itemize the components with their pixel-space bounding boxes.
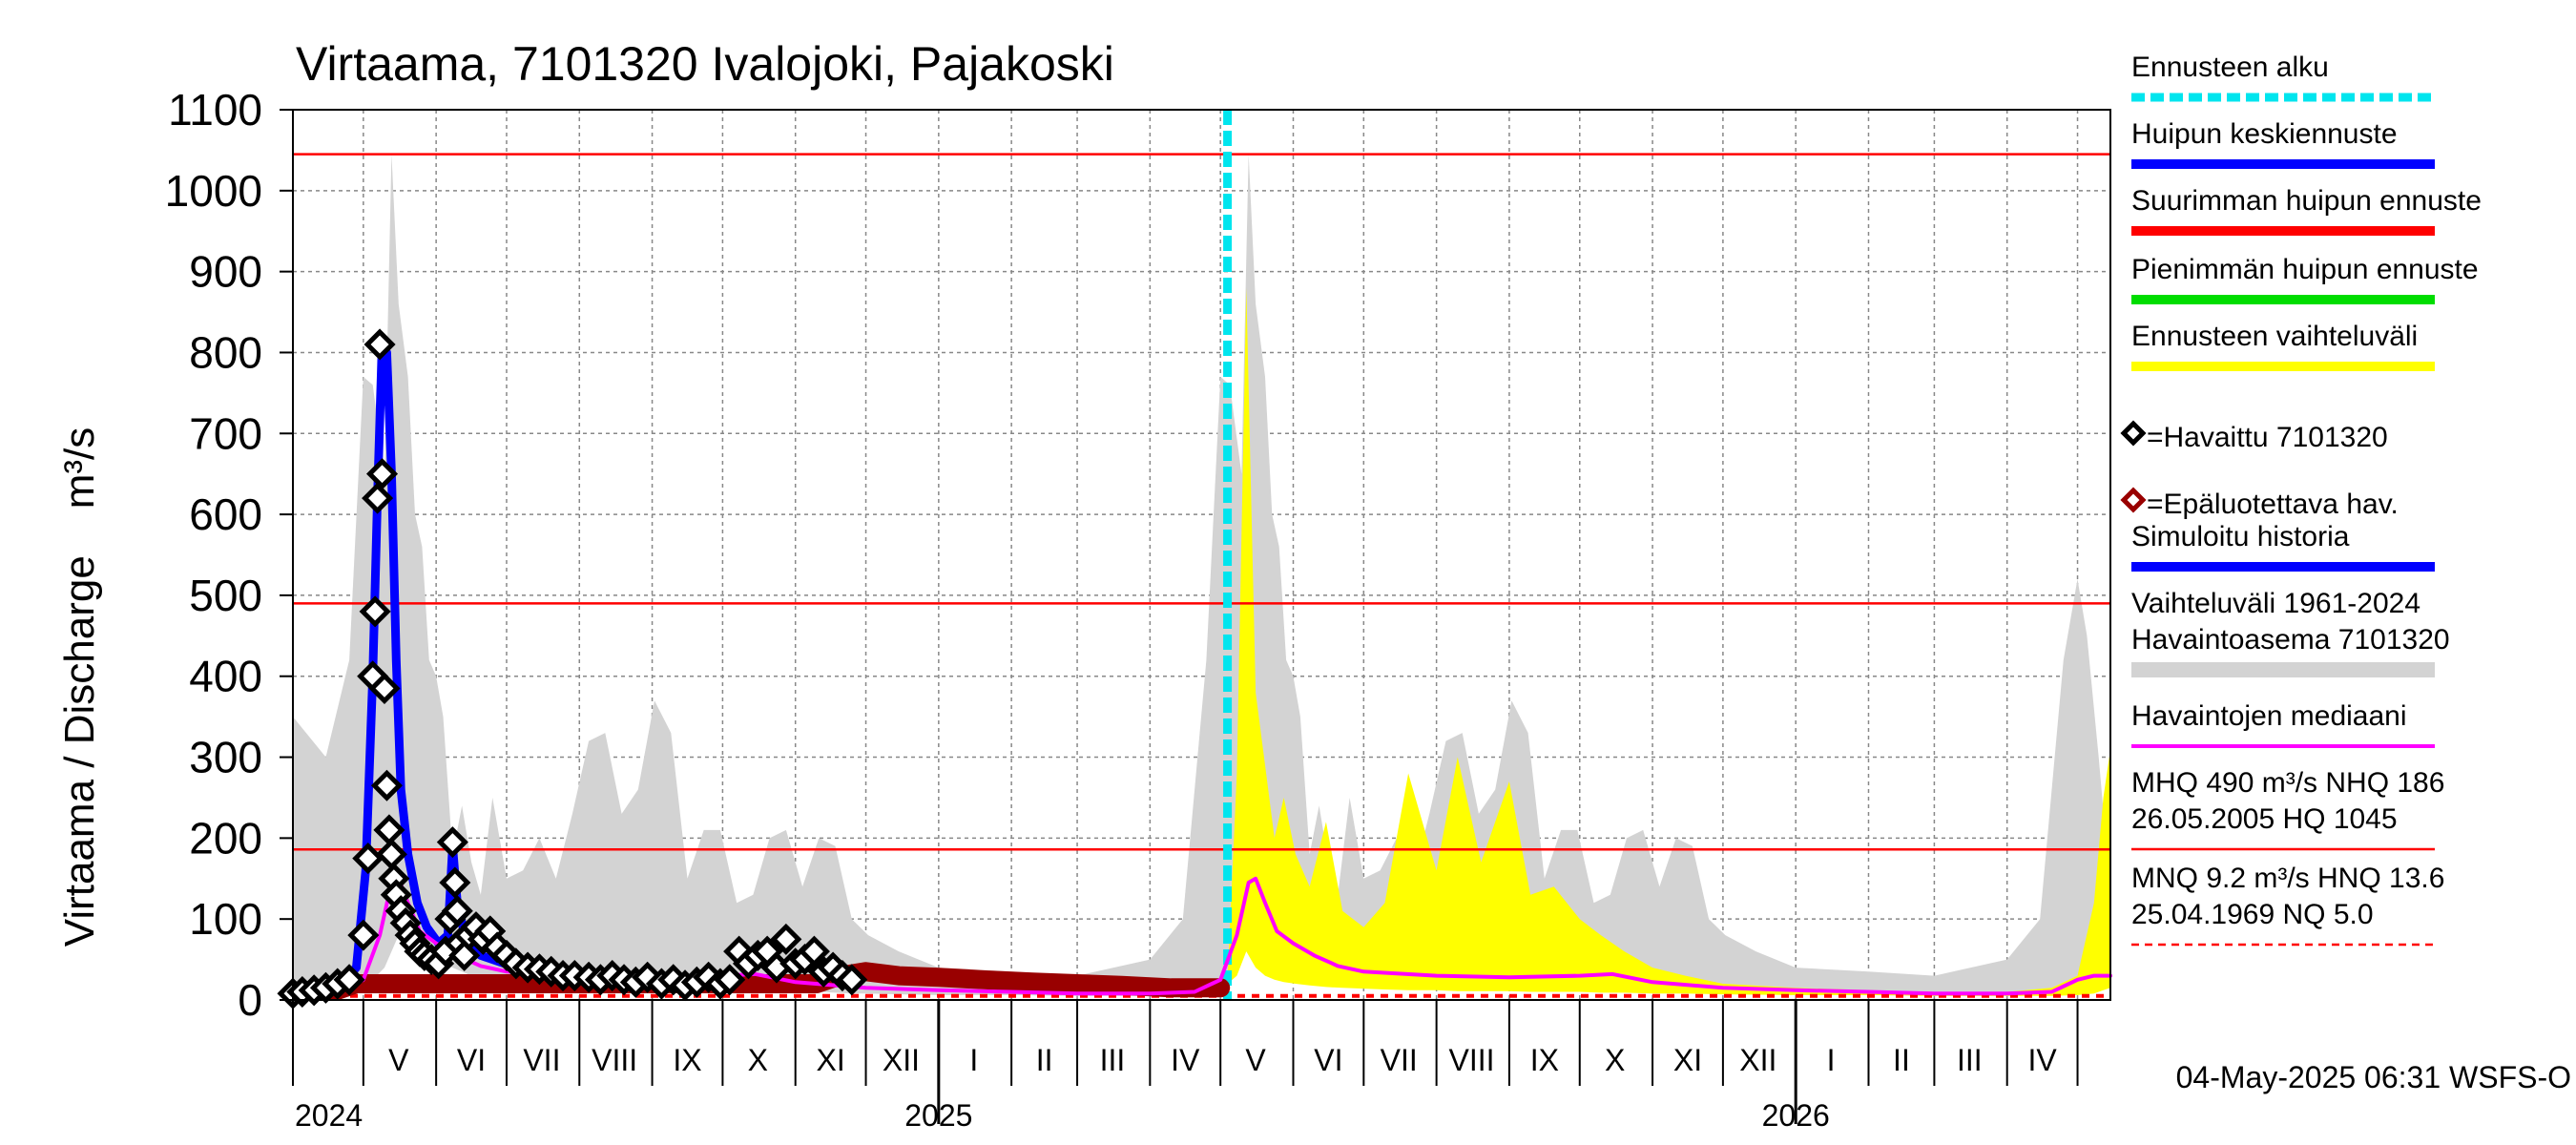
- month-label: VII: [523, 1043, 560, 1077]
- month-label: III: [1100, 1043, 1126, 1077]
- legend-label: MNQ 9.2 m³/s HNQ 13.6: [2131, 863, 2444, 894]
- year-label: 2025: [904, 1098, 972, 1133]
- legend-label: 26.05.2005 HQ 1045: [2131, 803, 2398, 835]
- legend-label: Huipun keskiennuste: [2131, 118, 2398, 150]
- y-tick-label: 1100: [168, 85, 262, 135]
- y-tick-label: 0: [238, 975, 262, 1025]
- observed-point: [333, 964, 365, 996]
- observed-point: [436, 826, 468, 859]
- year-label: 2024: [295, 1098, 363, 1133]
- y-axis-label: Virtaama / Discharge m³/s: [56, 427, 103, 947]
- month-label: IX: [673, 1043, 701, 1077]
- y-tick-label: 500: [189, 571, 262, 620]
- legend-label: Simuloitu historia: [2131, 521, 2350, 552]
- legend-label: Havaintoasema 7101320: [2131, 624, 2450, 656]
- y-tick-label: 100: [189, 894, 262, 944]
- observed-point: [365, 458, 399, 490]
- band-ennusteen: [1227, 287, 2110, 996]
- chart-title: Virtaama, 7101320 Ivalojoki, Pajakoski: [296, 37, 1114, 91]
- legend-diamond: [2120, 487, 2147, 513]
- month-label: I: [969, 1043, 978, 1077]
- y-tick-label: 900: [189, 247, 262, 297]
- legend-label: =Havaittu 7101320: [2147, 422, 2388, 453]
- month-label: IV: [1171, 1043, 1200, 1077]
- month-label: VI: [457, 1043, 486, 1077]
- observed-point: [370, 769, 403, 802]
- legend-label: Havaintojen mediaani: [2131, 700, 2407, 732]
- month-label: XII: [883, 1043, 920, 1077]
- observed-point: [441, 895, 473, 927]
- legend-label: Suurimman huipun ennuste: [2131, 185, 2482, 217]
- month-label: XI: [817, 1043, 845, 1077]
- observed-point: [368, 672, 401, 704]
- month-label: IV: [2028, 1043, 2058, 1077]
- observed-point: [770, 923, 802, 955]
- month-label: VIII: [592, 1043, 637, 1077]
- y-tick-label: 400: [189, 652, 262, 701]
- month-label: V: [1245, 1043, 1266, 1077]
- month-label: I: [1827, 1043, 1836, 1077]
- y-tick-label: 300: [189, 733, 262, 782]
- month-label: III: [1957, 1043, 1983, 1077]
- plot-frame: [292, 109, 2111, 1001]
- legend-label: MHQ 490 m³/s NHQ 186: [2131, 767, 2444, 799]
- observed-point: [714, 964, 746, 996]
- legend-label: Ennusteen alku: [2131, 52, 2329, 83]
- observation-markers: [277, 328, 868, 1010]
- band-vaihteluväli: [293, 154, 2110, 996]
- month-label: VIII: [1449, 1043, 1495, 1077]
- y-tick-label: 600: [189, 489, 262, 539]
- series-line-epäluotettava: [283, 962, 1231, 1002]
- y-axis-ticks: 0 100 200 300 400 500 600 700 800 900 1000 1100: [165, 85, 293, 1025]
- month-label: V: [388, 1043, 409, 1077]
- observed-point: [362, 482, 394, 514]
- observed-point: [347, 919, 380, 951]
- legend: Ennusteen alku Huipun keskiennuste Suurimm…: [2120, 52, 2482, 947]
- legend-label: Ennusteen vaihteluväli: [2131, 321, 2418, 352]
- observed-point: [359, 595, 391, 628]
- month-label: IX: [1530, 1043, 1559, 1077]
- month-label: XI: [1673, 1043, 1702, 1077]
- month-label: II: [1036, 1043, 1053, 1077]
- series-line-havaintojen: [291, 876, 2112, 996]
- y-tick-label: 700: [189, 408, 262, 458]
- observed-point: [439, 866, 471, 899]
- legend-diamond: [2120, 420, 2147, 447]
- y-tick-label: 200: [189, 813, 262, 863]
- y-tick-label: 1000: [165, 166, 262, 216]
- month-label: X: [748, 1043, 768, 1077]
- footer-timestamp: 04-May-2025 06:31 WSFS-O: [2176, 1060, 2571, 1094]
- month-label: X: [1605, 1043, 1625, 1077]
- year-label: 2026: [1762, 1098, 1830, 1133]
- legend-label: Vaihteluväli 1961-2024: [2131, 588, 2420, 619]
- month-label: II: [1893, 1043, 1910, 1077]
- observed-point: [798, 935, 830, 968]
- band-layer: [293, 154, 2110, 996]
- x-axis: V VI VII VIII IX X XI XII I II III IV V VI VII VIII IX X X…: [292, 1000, 2079, 1133]
- y-tick-label: 800: [189, 327, 262, 377]
- month-label: VI: [1314, 1043, 1342, 1077]
- observed-point: [364, 328, 396, 361]
- observed-point: [836, 964, 868, 996]
- legend-label: =Epäluotettava hav.: [2147, 489, 2399, 520]
- month-label: XII: [1739, 1043, 1776, 1077]
- month-label: VII: [1381, 1043, 1418, 1077]
- legend-label: Pienimmän huipun ennuste: [2131, 254, 2479, 285]
- legend-label: 25.04.1969 NQ 5.0: [2131, 899, 2374, 930]
